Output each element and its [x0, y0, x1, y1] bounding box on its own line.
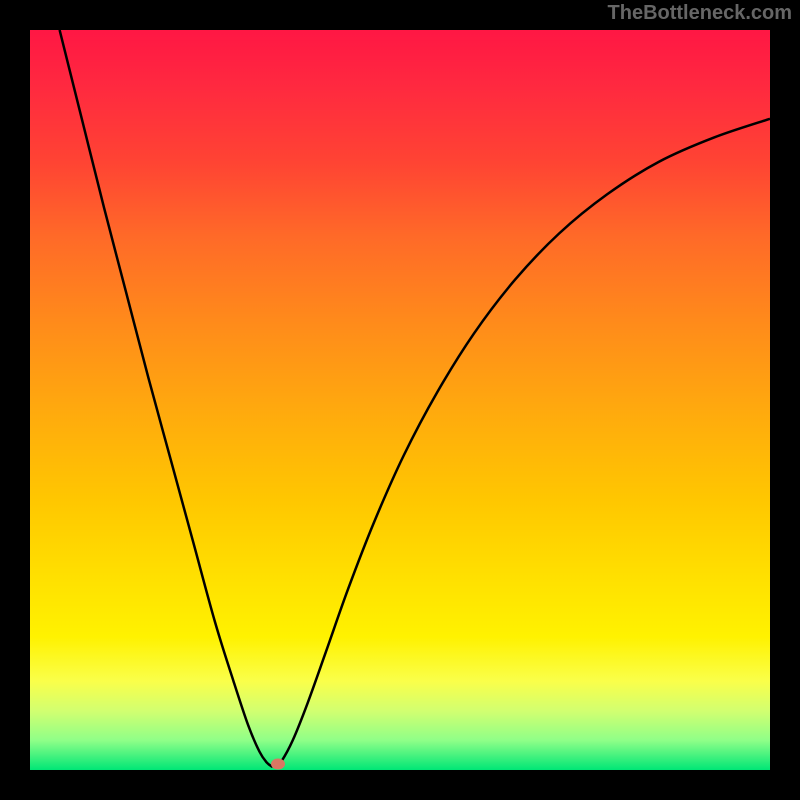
chart-curve: [30, 30, 770, 770]
watermark-text: TheBottleneck.com: [608, 2, 792, 25]
chart-plot-area: [30, 30, 770, 770]
chart-minimum-marker: [271, 759, 285, 770]
